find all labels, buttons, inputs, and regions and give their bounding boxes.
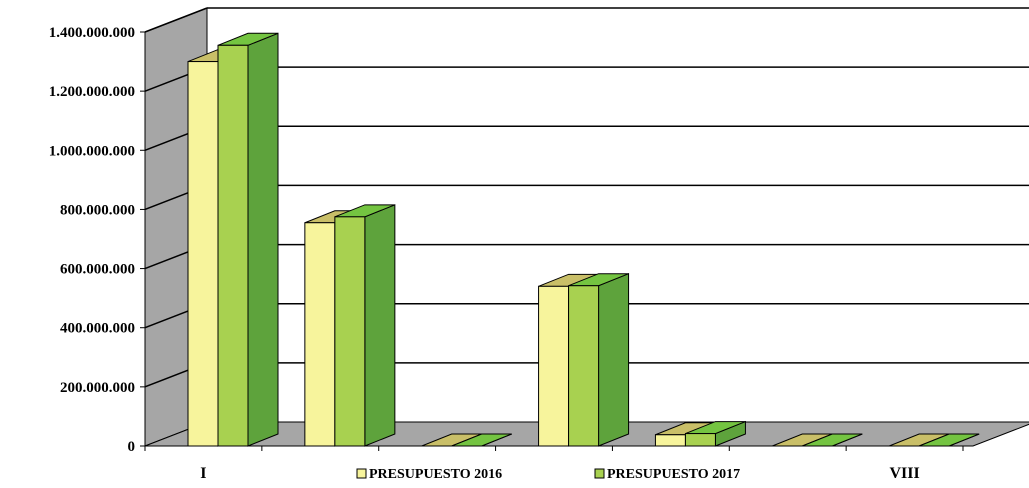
legend-label: PRESUPUESTO 2016 [369,467,502,482]
chart-legend: PRESUPUESTO 2016 PRESUPUESTO 2017 [356,467,740,482]
bar-side [598,272,630,447]
bar-top [918,433,980,447]
bar-front [187,61,219,447]
y-tick-label: 600.000.000 [60,262,135,278]
bar-front [334,216,366,447]
bar-front [217,44,249,447]
bar-top [802,433,863,447]
legend-label: PRESUPUESTO 2017 [607,467,740,482]
y-axis-ticks: 0 200.000.000 400.000.000 600.000.000 800.00… [49,25,145,455]
chart-bars [144,32,980,451]
x-category-label: I [200,465,206,482]
bar [918,433,980,447]
bar [451,433,512,447]
bar [217,32,279,447]
y-tick-label: 1.000.000.000 [49,143,135,159]
x-category-label: VIII [889,465,919,482]
y-tick-label: 400.000.000 [60,321,135,337]
bar-side [364,204,396,447]
bar [334,204,396,447]
bar-front [654,434,686,447]
bar [568,272,630,447]
bar-side [247,32,279,447]
legend-swatch [356,468,367,479]
bar-top [451,433,512,447]
y-tick-label: 1.200.000.000 [49,84,135,100]
legend-swatch [594,468,605,479]
gridline-diagonal [144,7,208,33]
bar-front [304,222,336,447]
bar-front [684,433,716,447]
bar-front [538,285,570,447]
x-axis-labels: I VIII [200,465,919,482]
bar-front [568,285,600,447]
bar [802,433,863,447]
bar [684,420,746,447]
y-tick-label: 0 [128,439,136,455]
y-tick-label: 800.000.000 [60,202,135,218]
y-tick-label: 200.000.000 [60,380,135,396]
y-tick-label: 1.400.000.000 [49,25,135,41]
